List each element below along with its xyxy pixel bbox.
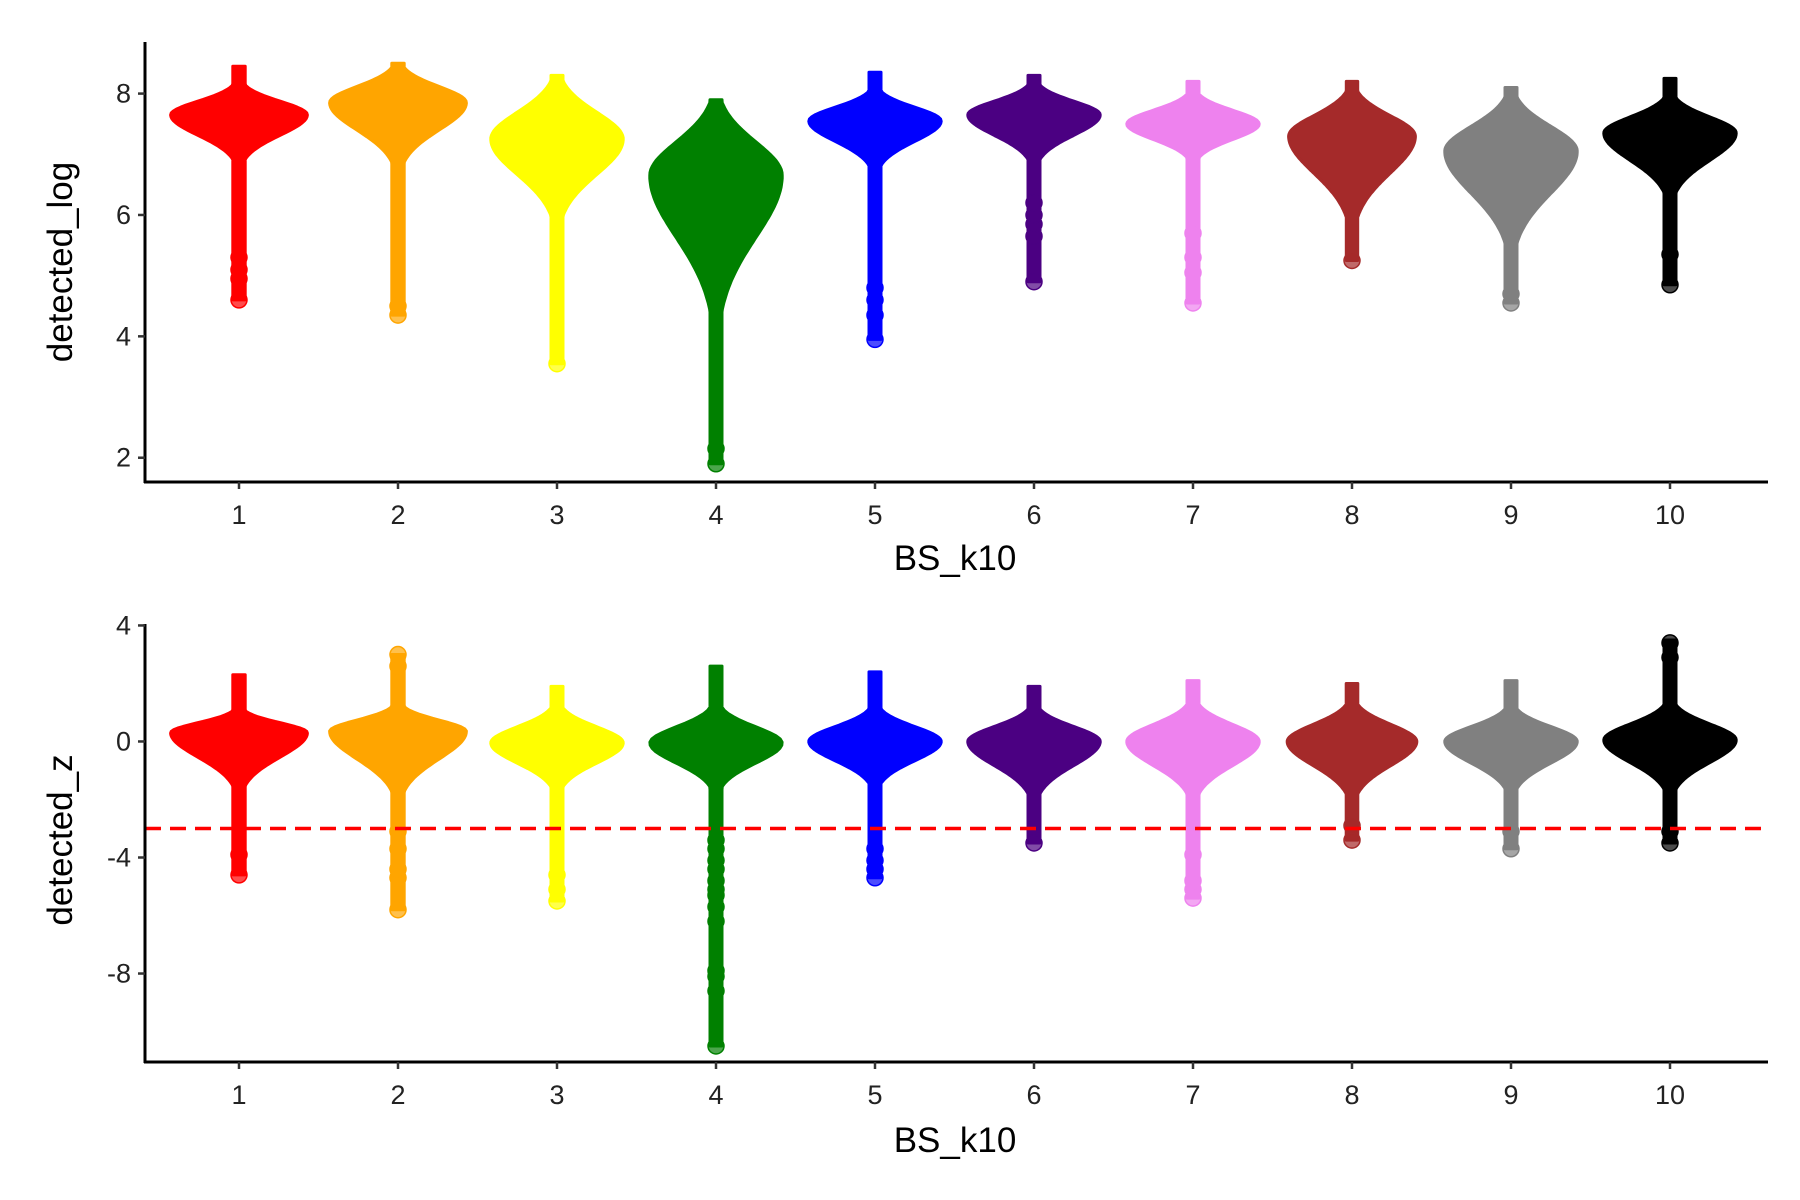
violin-2 xyxy=(328,61,468,317)
outlier-point xyxy=(389,822,407,841)
outlier-point xyxy=(1184,263,1202,282)
outlier-point xyxy=(1025,272,1043,291)
outlier-point xyxy=(230,845,248,864)
violin-4 xyxy=(648,98,784,466)
x-tick-label: 8 xyxy=(1344,500,1359,530)
outlier-point xyxy=(230,291,248,309)
violin-layer xyxy=(169,61,1738,473)
y-tick-label: 4 xyxy=(116,610,131,640)
outlier-point xyxy=(389,297,407,315)
x-tick-label: 3 xyxy=(549,1080,564,1110)
outlier-point xyxy=(1661,276,1679,294)
y-tick-label: 8 xyxy=(116,79,131,109)
x-tick-label: 4 xyxy=(708,500,723,530)
y-tick-label: -4 xyxy=(107,843,131,873)
outlier-point xyxy=(1184,871,1202,890)
outlier-point xyxy=(1343,816,1361,835)
violin-10 xyxy=(1602,76,1738,287)
outlier-point xyxy=(1025,194,1043,212)
outlier-point xyxy=(866,279,884,297)
outlier-point xyxy=(866,840,884,858)
x-tick-label: 2 xyxy=(390,1080,405,1110)
outlier-point xyxy=(1502,840,1520,858)
violin-5 xyxy=(807,670,943,880)
y-axis-title: detected_z xyxy=(41,754,80,925)
outlier-point xyxy=(1184,248,1202,267)
y-tick-label: 2 xyxy=(116,443,131,473)
y-tick-label: 0 xyxy=(116,726,131,756)
outlier-point xyxy=(548,866,566,884)
outlier-point xyxy=(1184,224,1202,242)
violin-7 xyxy=(1125,679,1261,900)
outlier-point xyxy=(1661,822,1679,841)
x-tick-label: 1 xyxy=(231,500,246,530)
violin-1 xyxy=(169,64,309,302)
violin-8 xyxy=(1285,682,1419,842)
outlier-point xyxy=(707,455,725,473)
outlier-point xyxy=(1343,251,1361,270)
outlier-point xyxy=(548,880,566,899)
outlier-point xyxy=(548,354,566,373)
outlier-point xyxy=(707,912,725,931)
x-tick-label: 2 xyxy=(390,500,405,530)
outlier-point xyxy=(1184,294,1202,312)
x-tick-label: 9 xyxy=(1503,1080,1518,1110)
x-tick-label: 6 xyxy=(1026,1080,1041,1110)
x-tick-label: 7 xyxy=(1185,500,1200,530)
x-tick-label: 5 xyxy=(867,500,882,530)
x-tick-label: 8 xyxy=(1344,1080,1359,1110)
x-tick-label: 4 xyxy=(708,1080,723,1110)
violin-layer xyxy=(169,634,1738,1055)
outlier-point xyxy=(707,439,725,458)
violin-5 xyxy=(807,70,943,341)
x-axis-title: BS_k10 xyxy=(894,1121,1017,1160)
outlier-point xyxy=(707,831,725,849)
outlier-point xyxy=(707,1037,725,1055)
x-tick-label: 10 xyxy=(1655,1080,1685,1110)
x-axis-title: BS_k10 xyxy=(894,539,1017,578)
y-axis-title: detected_log xyxy=(41,162,80,362)
outlier-point xyxy=(1661,245,1679,264)
violin-1 xyxy=(169,673,309,877)
outlier-point xyxy=(866,306,884,324)
violin-3 xyxy=(489,73,625,366)
outlier-point xyxy=(389,840,407,858)
outlier-point xyxy=(1661,648,1679,667)
panel-detected-z: BS_k10 detected_z 4 0 -4 -8 1 2 3 4 5 6 7 8 9 10 xyxy=(41,610,1768,1160)
violin-8 xyxy=(1287,79,1417,262)
violin-6 xyxy=(966,73,1102,284)
violin-3 xyxy=(489,684,625,903)
outlier-point xyxy=(389,900,407,919)
x-tick-label: 7 xyxy=(1185,1080,1200,1110)
panel-detected-log: BS_k10 detected_log 2 4 6 8 1 2 3 4 5 6 7 8 9 10 xyxy=(41,42,1768,578)
y-tick-label: 4 xyxy=(116,321,131,351)
outlier-point xyxy=(230,866,248,884)
outlier-point xyxy=(1661,634,1679,652)
violin-10 xyxy=(1602,638,1738,845)
outlier-point xyxy=(230,248,248,267)
violin-9 xyxy=(1443,679,1579,851)
violin-9 xyxy=(1443,86,1579,305)
y-tick-label: -8 xyxy=(107,959,131,989)
x-tick-label: 9 xyxy=(1503,500,1518,530)
x-tick-label: 10 xyxy=(1655,500,1685,530)
outlier-point xyxy=(707,982,725,1000)
outlier-point xyxy=(1184,845,1202,864)
outlier-point xyxy=(1502,822,1520,841)
x-tick-label: 1 xyxy=(231,1080,246,1110)
x-tick-label: 3 xyxy=(549,500,564,530)
outlier-point xyxy=(707,961,725,980)
outlier-point xyxy=(866,330,884,349)
outlier-point xyxy=(1502,285,1520,303)
outlier-point xyxy=(1343,831,1361,849)
y-tick-label: 6 xyxy=(116,200,131,230)
outlier-point xyxy=(389,860,407,878)
outlier-point xyxy=(1025,834,1043,852)
outlier-point xyxy=(389,645,407,664)
x-tick-label: 6 xyxy=(1026,500,1041,530)
violin-6 xyxy=(966,684,1102,845)
x-tick-label: 5 xyxy=(867,1080,882,1110)
